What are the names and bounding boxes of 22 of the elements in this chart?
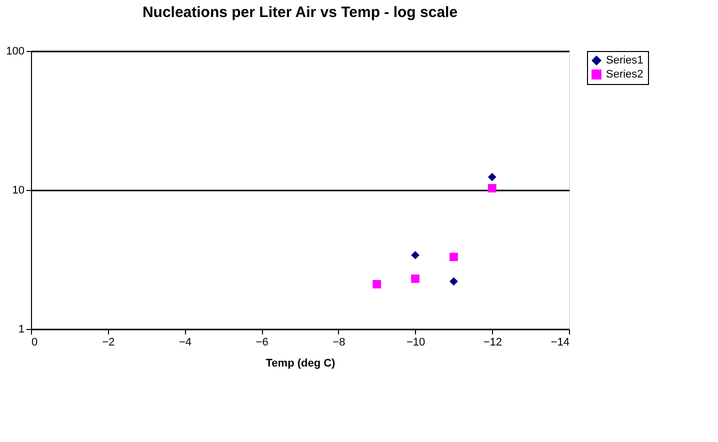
chart-title: Nucleations per Liter Air vs Temp - log scale [142, 4, 458, 21]
x-tick-label: −6 [256, 336, 268, 348]
x-axis-title: Temp (deg C) [266, 358, 336, 370]
legend-label: Series2 [606, 68, 644, 80]
x-tick-label: −10 [406, 336, 426, 348]
legend-label: Series1 [606, 54, 644, 66]
x-tick-label: −12 [483, 336, 502, 348]
x-tick-label: −8 [332, 336, 346, 348]
point [488, 172, 496, 182]
y-tick-label: 10 [12, 184, 24, 196]
x-tick-label: 0 [32, 336, 38, 348]
point [450, 252, 458, 262]
x-tick-label: −4 [178, 336, 192, 348]
y-tick-label: 1 [18, 324, 24, 336]
x-tick-label: −2 [102, 336, 115, 348]
point [488, 184, 496, 192]
point [450, 277, 458, 286]
point [411, 250, 420, 260]
point [372, 280, 382, 288]
y-tick-label: 100 [6, 46, 24, 58]
point [411, 274, 420, 283]
x-tick-label: −14 [550, 336, 570, 348]
